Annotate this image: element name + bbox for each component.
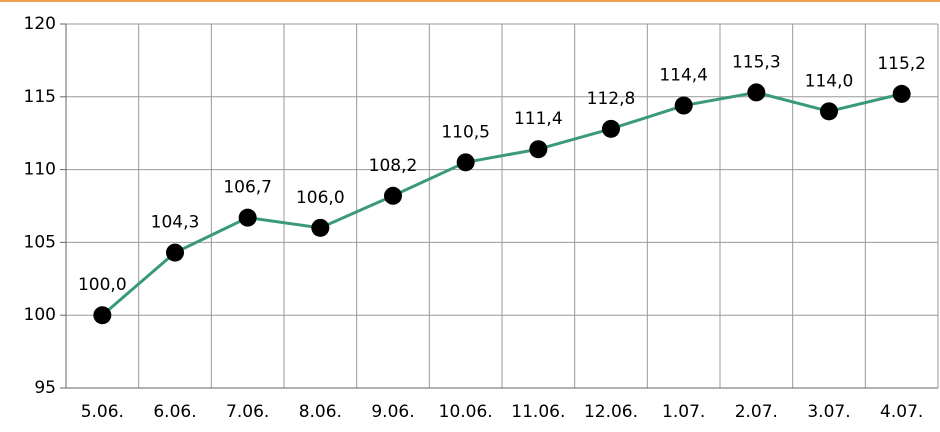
data-label: 114,0 [805, 71, 854, 91]
x-tick-label: 5.06. [81, 402, 124, 422]
y-tick-label: 110 [24, 160, 56, 180]
data-label: 106,7 [223, 178, 272, 198]
marker [166, 243, 184, 262]
marker [311, 218, 330, 237]
line [101, 90, 903, 317]
data-label: 100,0 [78, 275, 127, 295]
data-label: 115,2 [877, 54, 926, 74]
y-tick-label: 120 [24, 14, 56, 34]
y-tick-label: 100 [24, 305, 56, 325]
x-tick-label: 3.07. [807, 402, 850, 422]
data-label: 111,4 [514, 109, 563, 129]
marker [892, 84, 911, 103]
marker [529, 140, 548, 159]
marker [602, 119, 620, 138]
y-tick-label: 95 [34, 378, 56, 398]
x-tick-label: 11.06. [511, 402, 565, 422]
data-label: 104,3 [151, 213, 200, 233]
x-tick-label: 6.06. [153, 402, 196, 422]
marker [674, 96, 693, 115]
data-label: 106,0 [296, 188, 345, 208]
data-label: 115,3 [732, 52, 781, 72]
data-label: 112,8 [587, 89, 636, 109]
x-tick-label: 8.06. [299, 402, 342, 422]
x-tick-label: 4.07. [880, 402, 923, 422]
x-tick-label: 12.06. [584, 402, 638, 422]
data-label: 114,4 [659, 66, 708, 86]
marker [238, 208, 257, 227]
marker [747, 83, 766, 102]
marker [93, 306, 112, 325]
data-label: 108,2 [369, 156, 418, 176]
marker [820, 102, 838, 121]
x-tick-label: 9.06. [371, 402, 414, 422]
x-tick-label: 2.07. [735, 402, 778, 422]
y-tick-label: 105 [24, 232, 56, 252]
marker [384, 186, 402, 205]
x-tick-label: 7.06. [226, 402, 269, 422]
data-label: 110,5 [441, 122, 490, 142]
x-tick-label: 10.06. [439, 402, 493, 422]
marker [456, 153, 475, 172]
y-tick-label: 115 [24, 87, 56, 107]
x-tick-label: 1.07. [662, 402, 705, 422]
